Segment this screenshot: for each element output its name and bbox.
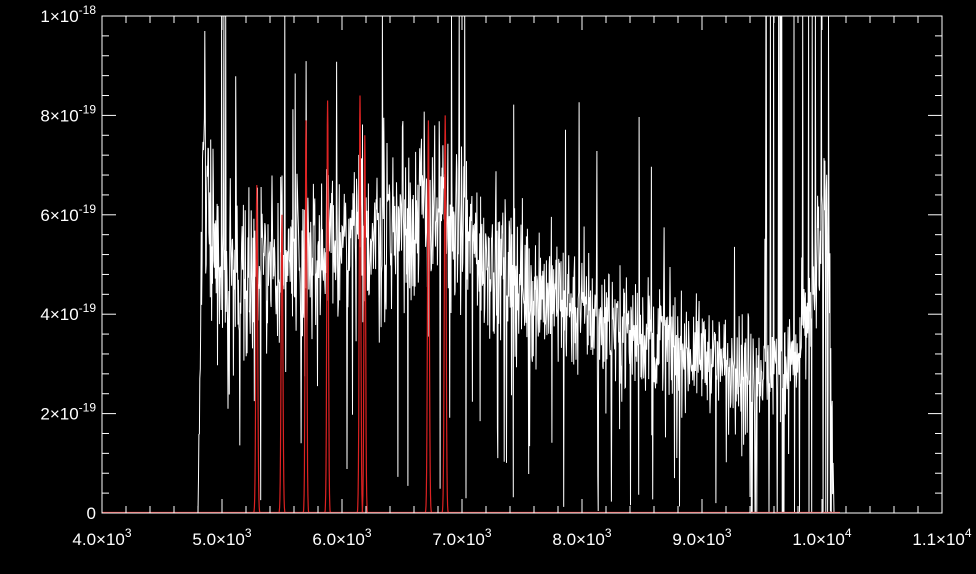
x-tick-label: 5.0×103 [192, 526, 251, 549]
filter-curve [252, 184, 261, 514]
filter-curve [278, 214, 286, 514]
x-tick-label: 7.0×103 [432, 526, 491, 549]
filter-curve [324, 100, 332, 514]
x-tick-label: 1.1×104 [912, 526, 971, 549]
x-tick-label: 8.0×103 [552, 526, 611, 549]
y-tick-label: 0 [87, 504, 96, 523]
y-tick-label: 8×10-19 [40, 102, 96, 125]
x-axis: 4.0×103 5.0×103 6.0×103 7.0×103 8.0×103 9.0×1… [72, 16, 972, 549]
filter-curve [302, 120, 310, 514]
x-tick-label: 6.0×103 [312, 526, 371, 549]
spectrum-line [102, 15, 942, 514]
x-tick-label: 4.0×103 [72, 526, 131, 549]
plot-frame [101, 15, 943, 514]
y-axis: 0 2×10-19 4×10-19 6×10-19 8×10-19 1×10-18 [40, 3, 942, 523]
spectrum-series [102, 15, 942, 514]
filter-curve [441, 115, 450, 514]
filter-curve [361, 135, 369, 514]
y-tick-label: 6×10-19 [40, 202, 96, 225]
x-tick-label: 9.0×103 [672, 526, 731, 549]
x-tick-label: 1.0×104 [792, 526, 851, 549]
y-tick-label: 4×10-19 [40, 301, 96, 324]
y-tick-label: 1×10-18 [40, 3, 96, 26]
filter-curve [424, 120, 433, 514]
y-tick-label: 2×10-19 [40, 401, 96, 424]
